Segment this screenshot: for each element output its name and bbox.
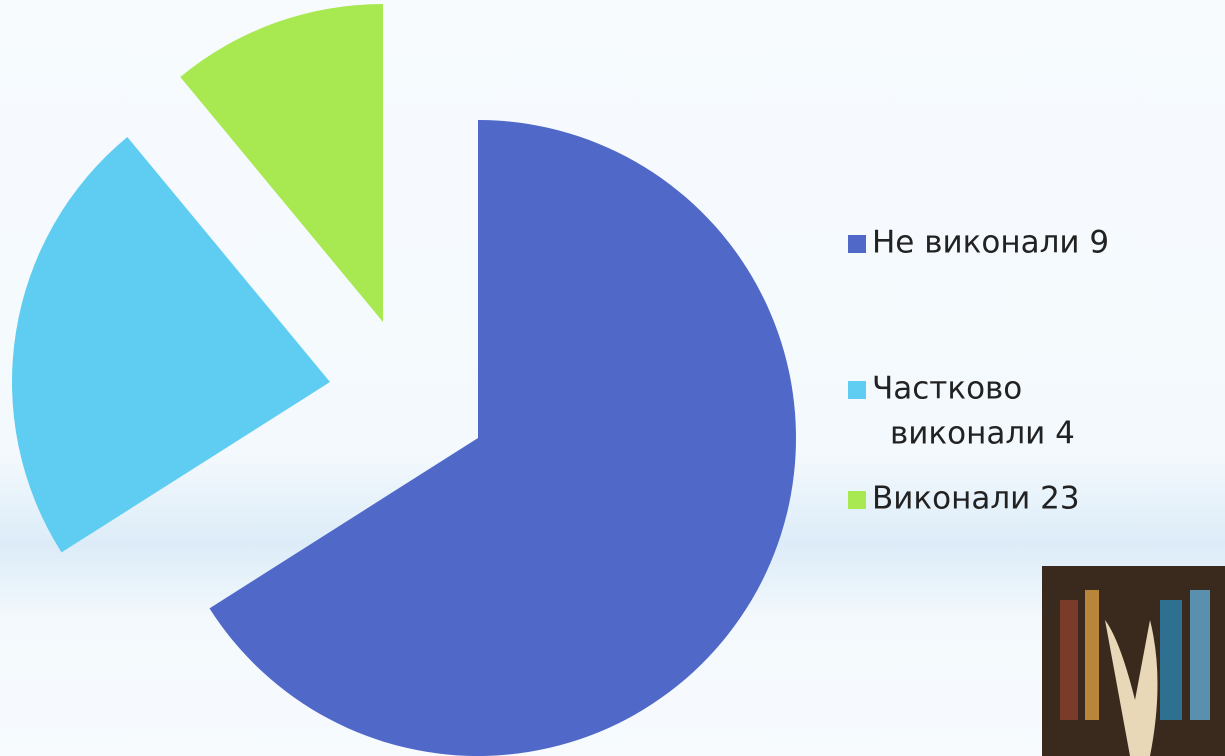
legend-label-line: виконали 4	[890, 416, 1075, 452]
legend-swatch	[848, 491, 866, 509]
legend-label: Виконали 23	[872, 481, 1080, 517]
pie-slice	[180, 4, 383, 322]
pie-slice	[209, 120, 796, 756]
legend-swatch	[848, 381, 866, 399]
legend-label: Не виконали 9	[872, 225, 1109, 261]
legend-swatch	[848, 235, 866, 253]
legend-label-line: Частково	[872, 371, 1022, 407]
pie-slice	[12, 136, 330, 553]
book-picture	[1042, 566, 1225, 756]
